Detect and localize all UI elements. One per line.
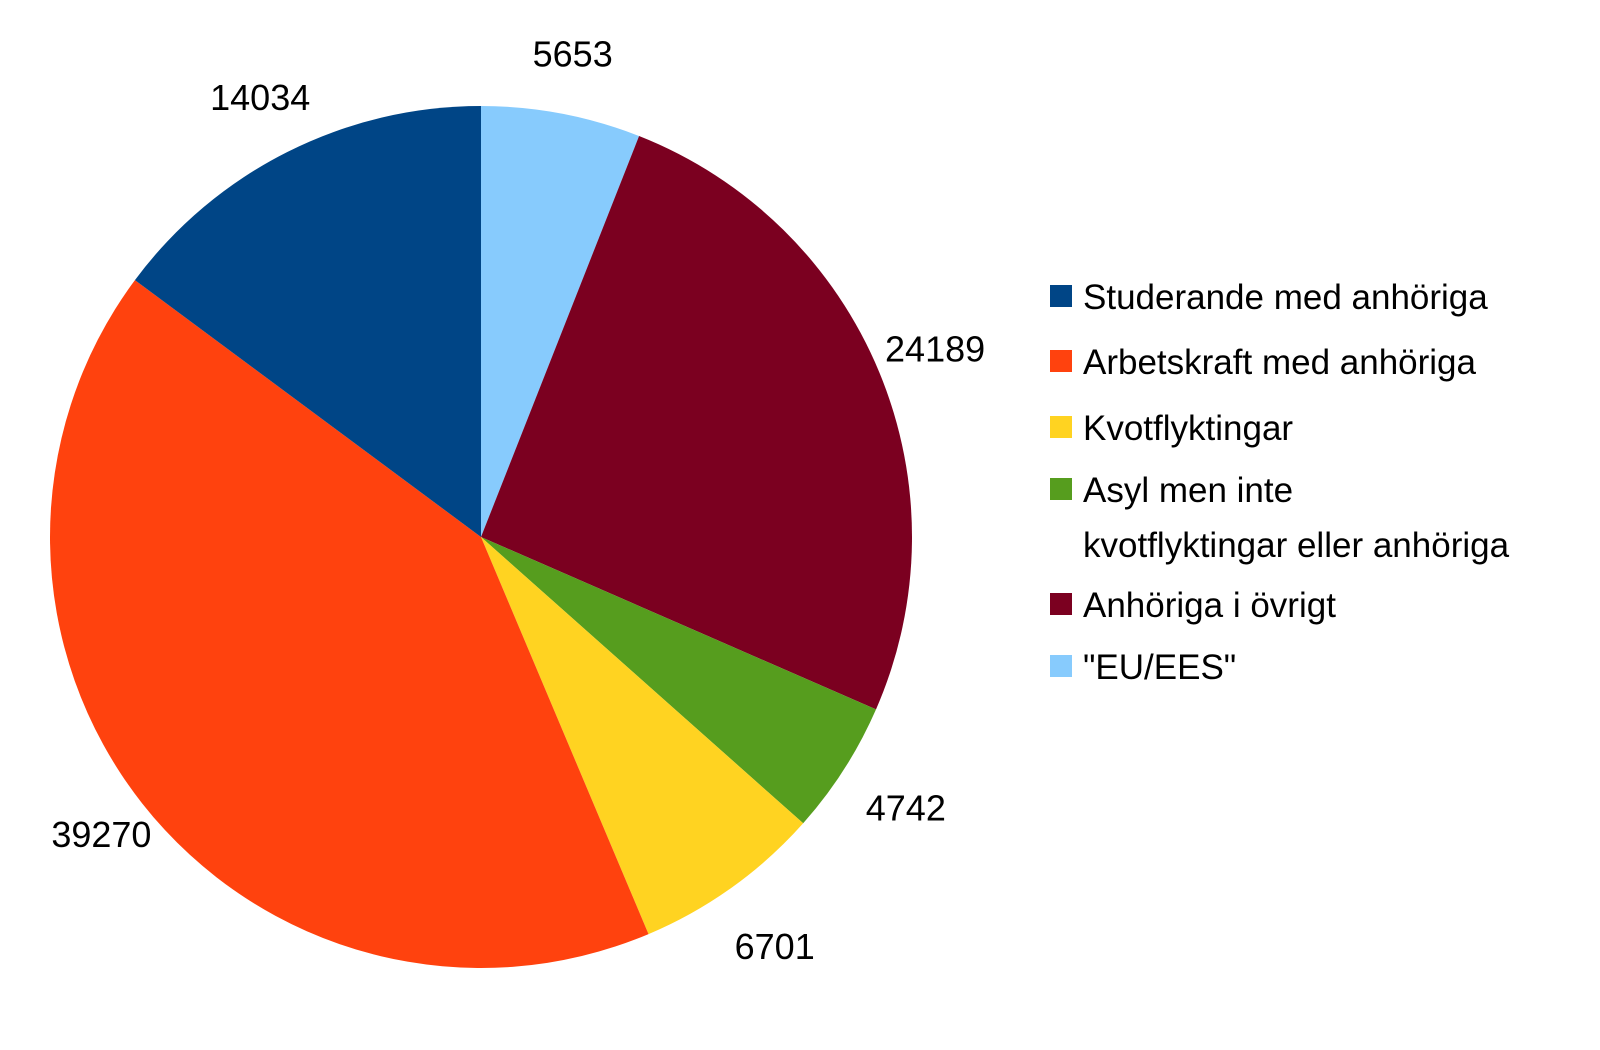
slice-value-label: 14034 [210, 77, 310, 118]
legend-swatch [1050, 478, 1072, 500]
legend-label: Studerande med anhöriga [1083, 278, 1488, 317]
data-labels: 5653 24189 4742 6701 39270 14034 [51, 33, 985, 967]
legend-label: Kvotflyktingar [1083, 409, 1293, 448]
pie-slice [481, 106, 640, 537]
legend-swatch [1050, 655, 1072, 677]
slice-value-label: 24189 [885, 328, 985, 369]
legend-swatch [1050, 593, 1072, 615]
legend-swatch [1050, 285, 1072, 307]
legend-label: Arbetskraft med anhöriga [1083, 343, 1477, 382]
legend: Studerande med anhöriga Arbetskraft med a… [1050, 278, 1510, 687]
pie-slice [50, 280, 649, 968]
legend-label: "EU/EES" [1083, 648, 1236, 687]
slice-value-label: 4742 [866, 788, 946, 829]
pie-slice [134, 105, 481, 537]
legend-swatch [1050, 350, 1072, 372]
legend-label: Anhöriga i övrigt [1083, 586, 1336, 625]
pie-slice [481, 537, 877, 824]
legend-swatch [1050, 416, 1072, 438]
pie-slice [481, 537, 804, 935]
legend-label: kvotflyktingar eller anhöriga [1083, 526, 1510, 565]
pie-slice [481, 136, 912, 710]
slice-value-label: 5653 [533, 33, 613, 74]
legend-label: Asyl men inte [1083, 471, 1293, 510]
slice-value-label: 6701 [735, 926, 815, 967]
slice-value-label: 39270 [51, 814, 151, 855]
pie-slices [50, 105, 912, 968]
